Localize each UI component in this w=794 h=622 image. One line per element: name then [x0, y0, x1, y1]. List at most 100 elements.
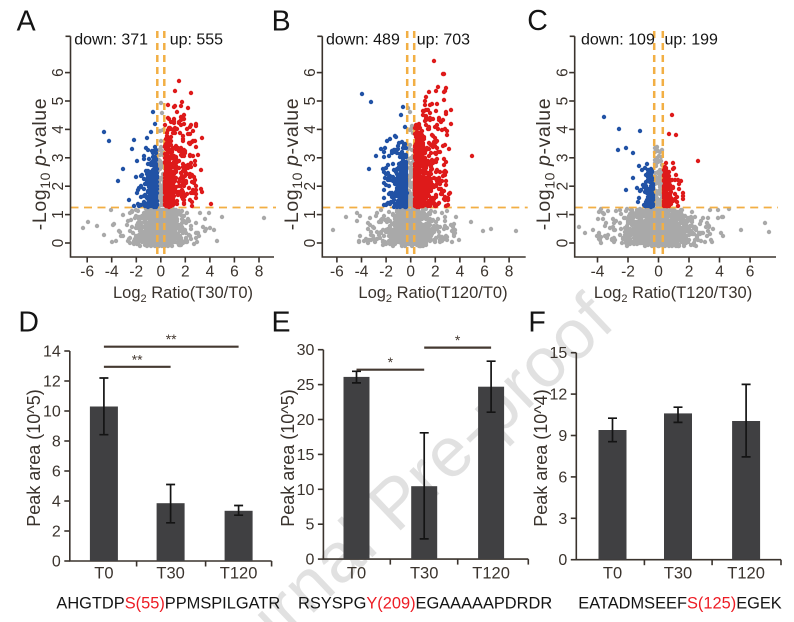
svg-text:6: 6	[52, 464, 61, 481]
svg-text:up: 703: up: 703	[417, 32, 470, 49]
svg-text:down: 109: down: 109	[581, 32, 655, 49]
svg-text:4: 4	[206, 264, 215, 281]
svg-text:-4: -4	[591, 264, 605, 281]
svg-text:Log2 Ratio(T30/T0): Log2 Ratio(T30/T0)	[113, 284, 253, 305]
svg-text:0: 0	[554, 238, 571, 247]
svg-text:1: 1	[50, 210, 67, 219]
svg-text:-4: -4	[105, 264, 119, 281]
svg-text:T120: T120	[472, 565, 510, 583]
svg-text:Log2 Ratio(T120/T30): Log2 Ratio(T120/T30)	[594, 284, 752, 305]
svg-text:0: 0	[406, 264, 415, 281]
svg-text:8: 8	[255, 264, 264, 281]
svg-text:EATADMSEEFS(125)EGEK: EATADMSEEFS(125)EGEK	[578, 595, 782, 613]
svg-text:3: 3	[558, 511, 567, 528]
svg-text:8: 8	[505, 264, 514, 281]
svg-text:RSYSPGY(209)EGAAAAAPDRDR: RSYSPGY(209)EGAAAAAPDRDR	[298, 595, 552, 613]
svg-text:0: 0	[305, 552, 314, 569]
svg-text:0: 0	[302, 238, 319, 247]
svg-text:-Log10 p-value: -Log10 p-value	[29, 98, 53, 230]
svg-text:2: 2	[685, 264, 694, 281]
svg-text:Peak area (10^5): Peak area (10^5)	[278, 389, 298, 527]
svg-text:25: 25	[297, 377, 315, 394]
svg-text:1: 1	[554, 210, 571, 219]
svg-text:6: 6	[480, 264, 489, 281]
svg-text:0: 0	[50, 238, 67, 247]
svg-text:2: 2	[181, 264, 190, 281]
svg-text:3: 3	[554, 153, 571, 162]
svg-text:12: 12	[550, 387, 568, 404]
svg-text:0: 0	[654, 264, 663, 281]
svg-text:6: 6	[302, 68, 319, 77]
svg-text:down: 371: down: 371	[74, 32, 148, 49]
svg-text:-2: -2	[621, 264, 635, 281]
svg-text:-2: -2	[379, 264, 393, 281]
svg-text:Peak area (10^4): Peak area (10^4)	[531, 389, 551, 527]
svg-text:4: 4	[715, 264, 724, 281]
svg-text:4: 4	[50, 125, 67, 134]
svg-text:2: 2	[431, 264, 440, 281]
svg-text:**: **	[166, 331, 177, 347]
svg-text:12: 12	[43, 374, 61, 391]
svg-text:AHGTDPS(55)PPMSPILGATR: AHGTDPS(55)PPMSPILGATR	[56, 595, 280, 613]
svg-text:E: E	[272, 307, 291, 339]
svg-text:up: 555: up: 555	[170, 32, 223, 49]
svg-text:6: 6	[558, 469, 567, 486]
svg-text:3: 3	[50, 153, 67, 162]
svg-text:6: 6	[230, 264, 239, 281]
svg-text:6: 6	[554, 68, 571, 77]
svg-text:Log2 Ratio(T120/T0): Log2 Ratio(T120/T0)	[358, 284, 507, 305]
svg-text:*: *	[388, 354, 394, 370]
svg-text:-4: -4	[355, 264, 369, 281]
svg-text:15: 15	[297, 447, 315, 464]
svg-text:4: 4	[554, 125, 571, 134]
svg-text:T0: T0	[94, 565, 113, 583]
svg-text:14: 14	[43, 344, 61, 361]
svg-text:-Log10 p-value: -Log10 p-value	[533, 98, 557, 230]
svg-text:up: 199: up: 199	[665, 32, 718, 49]
svg-text:5: 5	[50, 97, 67, 106]
svg-text:**: **	[132, 351, 143, 367]
svg-text:15: 15	[550, 345, 568, 362]
svg-text:T120: T120	[727, 565, 765, 583]
svg-text:5: 5	[302, 97, 319, 106]
svg-text:*: *	[455, 332, 461, 348]
svg-text:T0: T0	[347, 565, 366, 583]
svg-text:2: 2	[52, 524, 61, 541]
svg-text:-6: -6	[330, 264, 344, 281]
svg-text:0: 0	[558, 552, 567, 569]
svg-text:5: 5	[305, 517, 314, 534]
svg-text:T0: T0	[603, 565, 622, 583]
svg-text:down: 489: down: 489	[326, 32, 400, 49]
svg-text:T120: T120	[220, 565, 258, 583]
svg-text:20: 20	[297, 412, 315, 429]
svg-text:-6: -6	[80, 264, 94, 281]
svg-text:4: 4	[52, 494, 61, 511]
svg-text:2: 2	[50, 182, 67, 191]
svg-text:2: 2	[554, 182, 571, 191]
svg-text:T30: T30	[664, 565, 692, 583]
svg-text:T30: T30	[410, 565, 438, 583]
svg-text:A: A	[17, 6, 36, 38]
svg-text:3: 3	[302, 153, 319, 162]
svg-text:6: 6	[746, 264, 755, 281]
svg-text:30: 30	[297, 342, 315, 359]
svg-text:6: 6	[50, 68, 67, 77]
svg-text:-2: -2	[129, 264, 143, 281]
svg-text:-Log10 p-value: -Log10 p-value	[281, 98, 305, 230]
svg-text:D: D	[18, 307, 39, 339]
svg-text:C: C	[527, 5, 548, 37]
svg-text:B: B	[272, 6, 291, 38]
svg-text:10: 10	[297, 482, 315, 499]
svg-text:T30: T30	[156, 565, 184, 583]
svg-text:8: 8	[52, 434, 61, 451]
svg-text:4: 4	[456, 264, 465, 281]
svg-text:1: 1	[302, 210, 319, 219]
svg-text:F: F	[528, 307, 545, 339]
svg-text:2: 2	[302, 182, 319, 191]
svg-text:4: 4	[302, 125, 319, 134]
svg-text:5: 5	[554, 97, 571, 106]
svg-text:10: 10	[43, 404, 61, 421]
svg-text:9: 9	[558, 428, 567, 445]
svg-text:Peak area (10^5): Peak area (10^5)	[24, 389, 44, 527]
svg-text:0: 0	[52, 554, 61, 571]
